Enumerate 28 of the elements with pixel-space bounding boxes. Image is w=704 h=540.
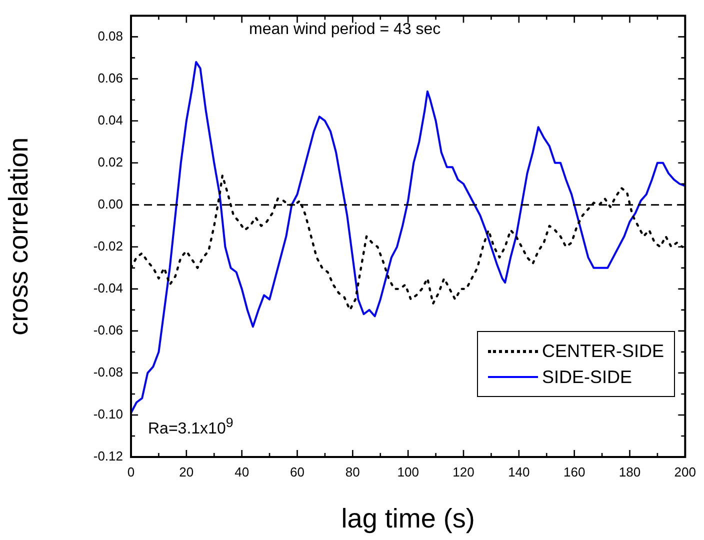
annotation: Ra=3.1x10$^{9}$ [148,414,234,440]
x-tick-label: 40 [234,464,250,480]
x-tick-label: 120 [452,464,474,480]
legend-label: SIDE-SIDE [542,366,632,389]
y-tick-label: 0.04 [98,112,123,128]
x-tick-label: 140 [508,464,530,480]
x-tick-label: 160 [563,464,586,480]
y-tick-label: -0.10 [93,406,123,422]
y-tick-label: -0.06 [93,322,123,338]
y-tick-label: -0.12 [93,448,123,464]
x-tick-label: 20 [179,464,194,480]
y-tick-label: -0.02 [93,238,123,254]
x-tick-label: 180 [618,464,641,480]
x-tick-label: 100 [397,464,419,480]
x-axis-title: lag time (s) [341,503,475,534]
x-tick-label: 200 [674,464,696,480]
y-axis-title: cross correlation [4,137,34,336]
y-tick-label: 0.00 [98,196,123,212]
legend-label: CENTER-SIDE [542,340,664,363]
x-tick-label: 0 [127,464,135,480]
annotation: mean wind period = 43 sec [249,20,441,40]
y-tick-label: 0.08 [98,28,123,44]
y-tick-label: 0.06 [98,70,123,86]
x-tick-label: 60 [290,464,304,480]
y-tick-label: -0.04 [93,280,123,296]
y-tick-label: 0.02 [98,154,123,170]
y-tick-label: -0.08 [93,364,123,380]
x-tick-label: 80 [345,464,360,480]
